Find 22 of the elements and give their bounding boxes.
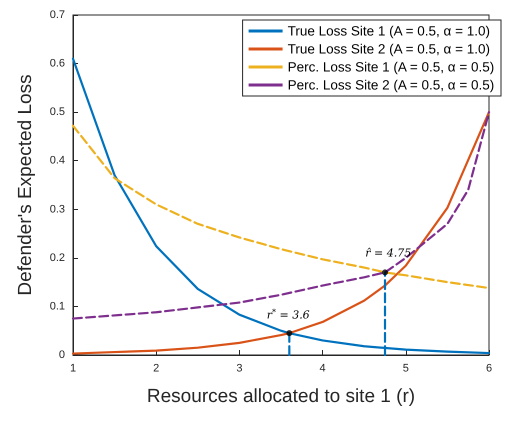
annotation: r* = 3.6 [266,308,310,322]
x-axis-title: Resources allocated to site 1 (r) [146,386,416,407]
x-tick-label: 5 [402,362,409,374]
legend-label: True Loss Site 2 (A = 0.5, α = 1.0) [288,42,490,56]
y-tick-label: 0.6 [50,58,65,70]
x-tick-label: 2 [153,362,160,374]
x-tick-label: 1 [70,362,76,374]
x-tick-label: 6 [486,362,492,374]
annotation: r̂ = 4.75 [365,246,412,260]
y-tick-label: 0.3 [50,203,65,216]
y-tick-label: 0.1 [50,300,65,312]
x-tick-label: 4 [320,362,326,374]
y-tick-label: 0.4 [50,154,65,167]
y-tick-label: 0.5 [50,106,65,118]
legend-label: True Loss Site 1 (A = 0.5, α = 1.0) [288,24,490,38]
y-axis-title: Defender's Expected Loss [15,74,36,296]
legend-label: Perc. Loss Site 1 (A = 0.5, α = 0.5) [288,60,494,74]
y-tick-label: 0.2 [50,252,65,264]
legend-label: Perc. Loss Site 2 (A = 0.5, α = 0.5) [288,78,494,92]
y-tick-label: 0 [58,349,65,361]
y-tick-label: 0.7 [50,9,65,21]
x-tick-label: 3 [236,362,242,374]
